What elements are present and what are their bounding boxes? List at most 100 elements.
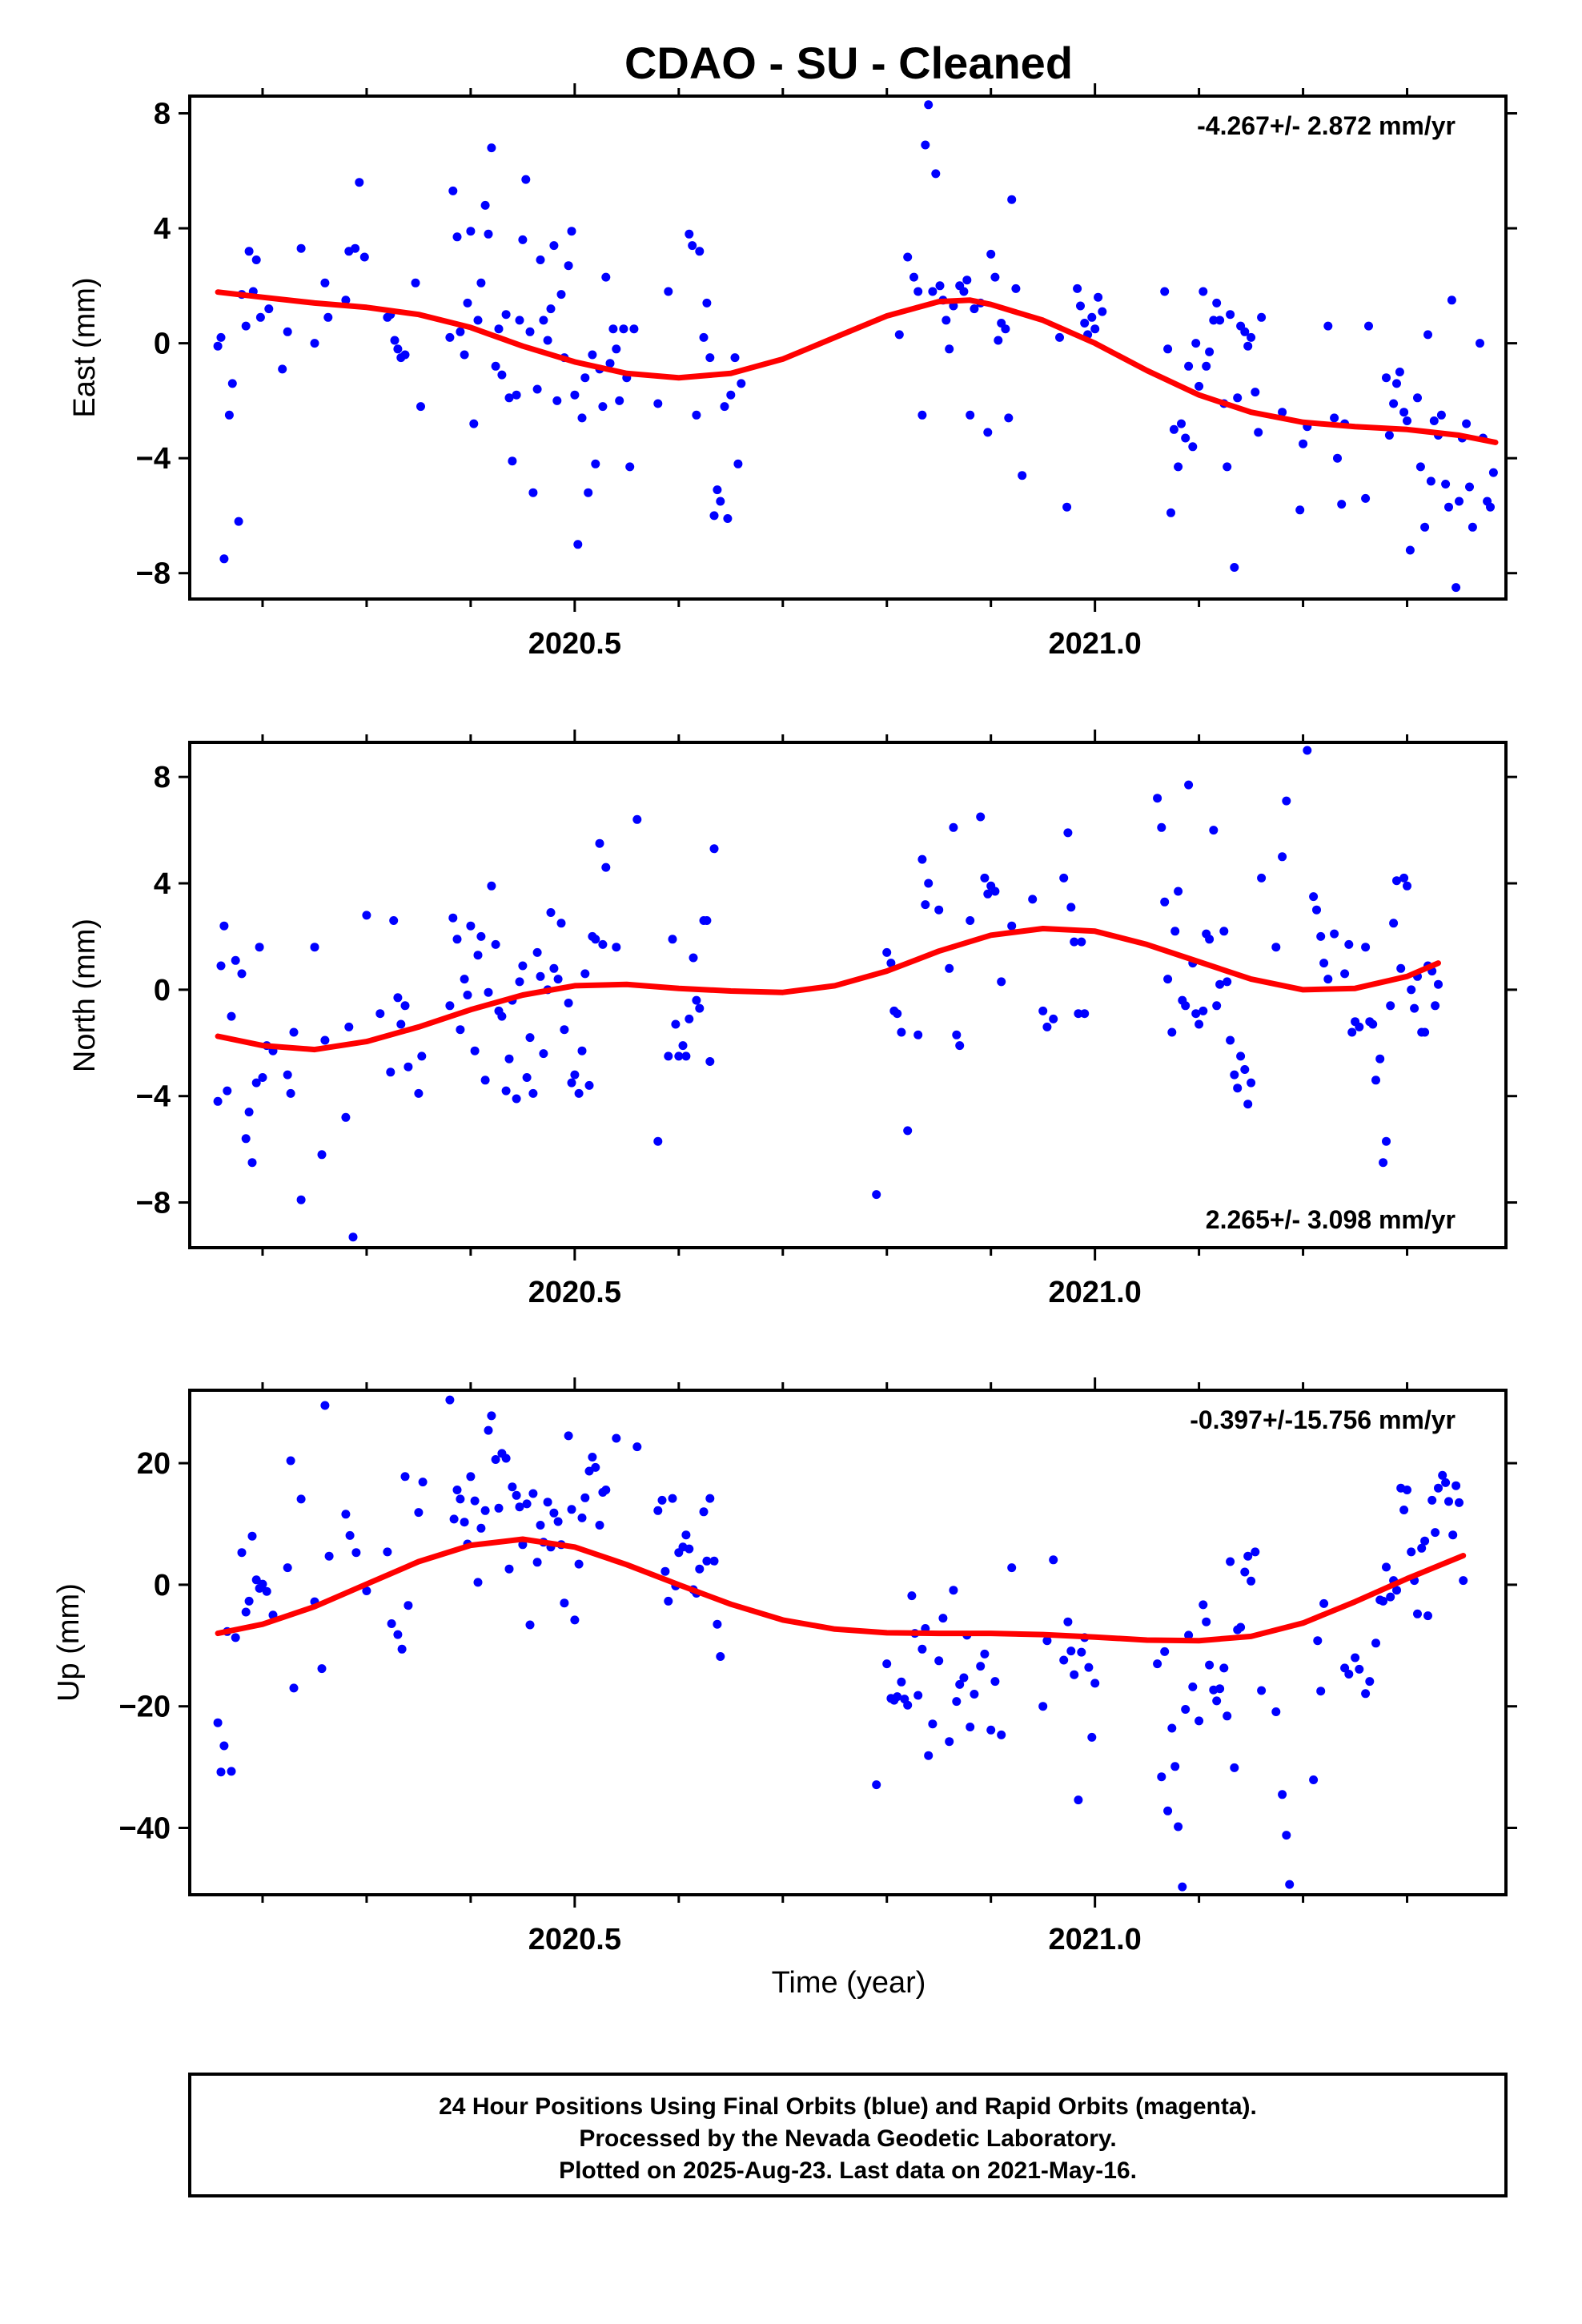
data-point <box>216 961 226 971</box>
data-point <box>1330 929 1339 939</box>
rate-label: 2.265+/- 3.098 mm/yr <box>1206 1205 1456 1234</box>
data-point <box>924 1751 934 1760</box>
data-point <box>976 812 986 822</box>
data-point <box>955 1041 965 1051</box>
data-point <box>1319 1598 1329 1608</box>
data-point <box>546 908 556 917</box>
data-point <box>532 384 542 394</box>
data-point <box>897 1677 906 1687</box>
data-point <box>702 298 712 308</box>
data-point <box>699 1507 709 1517</box>
data-point <box>1066 1647 1076 1656</box>
data-point <box>1392 876 1401 886</box>
data-point <box>1184 780 1194 790</box>
data-point <box>1049 1014 1058 1023</box>
data-point <box>456 1494 465 1504</box>
data-point <box>515 977 524 987</box>
data-point <box>227 1767 236 1776</box>
data-point <box>1379 1596 1388 1606</box>
y-tick-label: 20 <box>137 1447 171 1481</box>
data-point <box>1230 1763 1239 1772</box>
y-tick-label: 0 <box>154 974 171 1007</box>
data-point <box>928 1719 938 1729</box>
data-point <box>1226 1557 1235 1566</box>
data-point <box>564 1431 573 1441</box>
data-point <box>608 324 618 334</box>
data-point <box>448 186 458 195</box>
data-point <box>244 1596 254 1606</box>
data-point <box>692 410 701 420</box>
data-point <box>702 1556 712 1566</box>
data-point <box>1333 453 1342 463</box>
chart-title: CDAO - SU - Cleaned <box>624 38 1073 88</box>
data-point <box>1212 298 1222 308</box>
data-point <box>400 1472 410 1482</box>
data-point <box>362 911 371 920</box>
data-point <box>1004 413 1014 423</box>
data-point <box>1340 969 1350 979</box>
data-point <box>681 1530 691 1540</box>
data-point <box>258 1579 267 1589</box>
y-tick-label: −40 <box>119 1812 171 1846</box>
data-point <box>705 1057 715 1066</box>
data-point <box>1077 1647 1086 1657</box>
data-point <box>1084 1663 1094 1672</box>
data-point <box>1351 1653 1360 1663</box>
data-point <box>393 344 403 354</box>
data-point <box>1177 419 1186 428</box>
data-point <box>584 488 593 497</box>
data-point <box>1181 1705 1191 1714</box>
data-point <box>966 1723 975 1731</box>
data-point <box>525 1620 535 1630</box>
data-point <box>1448 1530 1458 1540</box>
data-point <box>1074 1795 1083 1805</box>
data-point <box>699 332 709 342</box>
data-point <box>588 1453 597 1462</box>
data-point <box>1188 442 1198 452</box>
data-point <box>1007 921 1017 931</box>
data-point <box>938 1614 948 1623</box>
data-point <box>223 1086 232 1096</box>
data-point <box>574 1559 584 1569</box>
data-point <box>497 370 507 380</box>
data-point <box>504 1564 514 1574</box>
data-point <box>1299 439 1308 448</box>
data-point <box>362 1586 371 1595</box>
data-point <box>1226 1035 1235 1045</box>
data-point <box>685 1014 694 1023</box>
data-point <box>1330 413 1339 423</box>
data-point <box>994 336 1003 345</box>
footer-line-3: Plotted on 2025-Aug-23. Last data on 202… <box>559 2157 1137 2184</box>
data-point <box>539 1049 548 1059</box>
data-point <box>1059 873 1069 883</box>
data-point <box>664 1596 673 1606</box>
data-point <box>1386 1001 1395 1011</box>
data-point <box>484 1425 493 1435</box>
data-point <box>1223 462 1232 472</box>
data-point <box>872 1780 881 1790</box>
data-point <box>567 1505 576 1514</box>
data-point <box>1319 959 1329 968</box>
x-tick-label: 2021.0 <box>1049 1276 1142 1309</box>
data-point <box>584 1080 594 1090</box>
data-point <box>234 517 243 526</box>
data-point <box>1219 1663 1229 1673</box>
y-tick-label: −20 <box>119 1691 171 1724</box>
data-point <box>1447 296 1456 305</box>
data-point <box>909 272 918 282</box>
x-tick-label: 2021.0 <box>1049 627 1142 661</box>
data-point <box>1444 502 1453 512</box>
data-point <box>460 975 469 984</box>
data-point <box>1438 1470 1447 1480</box>
data-point <box>1441 1478 1451 1487</box>
fit-curve <box>215 926 1441 1053</box>
data-point <box>552 396 562 405</box>
data-point <box>959 1673 969 1683</box>
data-point <box>1257 873 1267 883</box>
data-point <box>990 1677 1000 1687</box>
data-point <box>1243 1100 1253 1109</box>
data-point <box>591 459 600 468</box>
data-point <box>1375 1054 1385 1063</box>
data-point <box>224 410 234 420</box>
data-point <box>1420 1536 1430 1546</box>
